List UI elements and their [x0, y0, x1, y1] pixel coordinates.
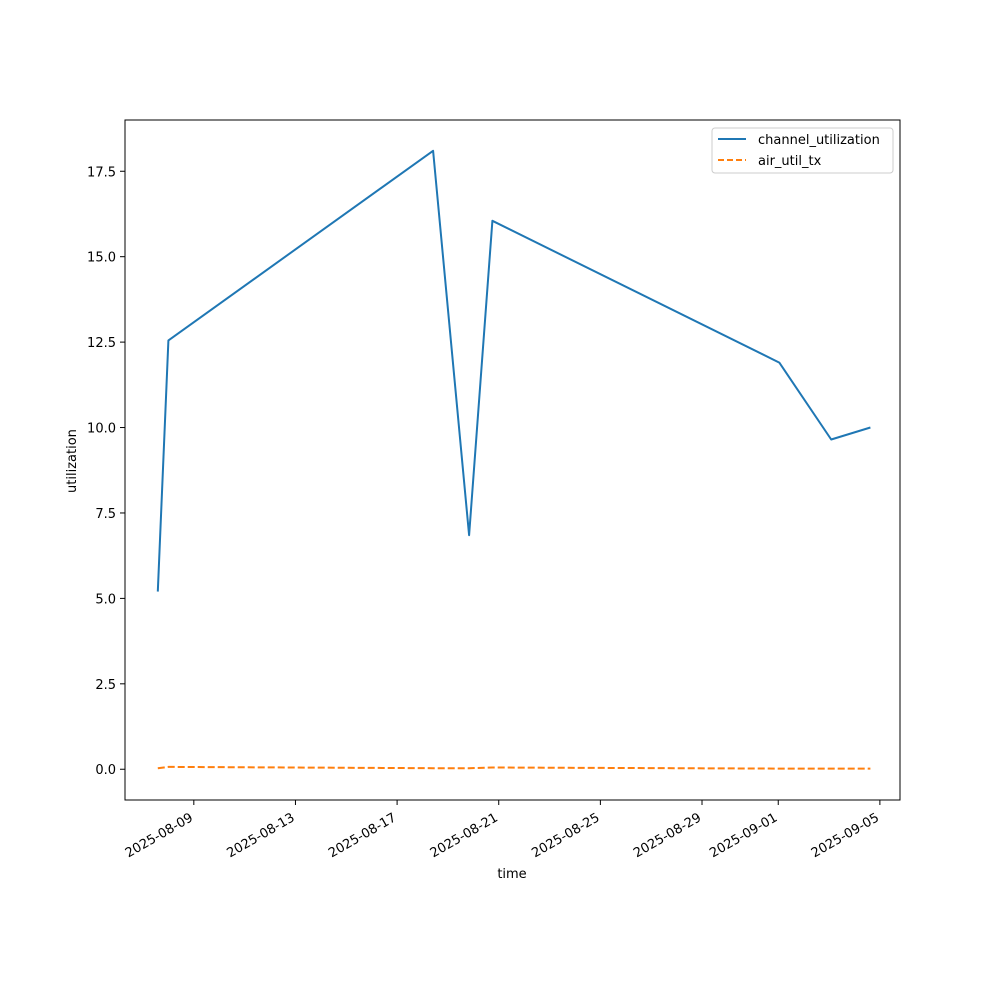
x-tick-label: 2025-09-05: [809, 810, 882, 861]
x-tick-label: 2025-08-29: [631, 810, 704, 861]
plot-frame: [124, 119, 901, 801]
y-tick-label: 10.0: [87, 422, 116, 437]
y-tick-label: 2.5: [95, 678, 116, 693]
x-axis: 2025-08-09 2025-08-13 2025-08-17 2025-08-21…: [123, 800, 882, 861]
y-tick-label: 17.5: [87, 165, 116, 180]
x-tick-label: 2025-08-25: [529, 810, 602, 861]
x-tick-label: 2025-09-01: [707, 810, 780, 861]
x-tick-label: 2025-08-21: [428, 810, 501, 861]
series-line-channel-utilization: [156, 149, 871, 592]
series-line-air-util-tx: [157, 765, 871, 770]
x-axis-label: time: [497, 867, 526, 882]
x-tick-label: 2025-08-17: [326, 810, 399, 861]
y-axis-label: utilization: [65, 429, 80, 493]
y-tick-label: 12.5: [87, 336, 116, 351]
y-tick-label: 0.0: [95, 763, 116, 778]
y-tick-label: 5.0: [95, 592, 116, 607]
legend-box: [711, 127, 894, 174]
y-tick-label: 15.0: [87, 251, 116, 266]
y-axis: 0.0 2.5 5.0 7.5 10.0 12.5 15.0 17.5: [87, 165, 125, 778]
series-layer: [156, 149, 871, 770]
legend-label-air-util-tx: air_util_tx: [758, 154, 822, 169]
legend: channel_utilization air_util_tx: [711, 127, 894, 174]
x-tick-label: 2025-08-09: [123, 810, 196, 861]
y-tick-label: 7.5: [95, 507, 116, 522]
x-tick-label: 2025-08-13: [225, 810, 298, 861]
legend-label-channel-utilization: channel_utilization: [758, 133, 880, 148]
